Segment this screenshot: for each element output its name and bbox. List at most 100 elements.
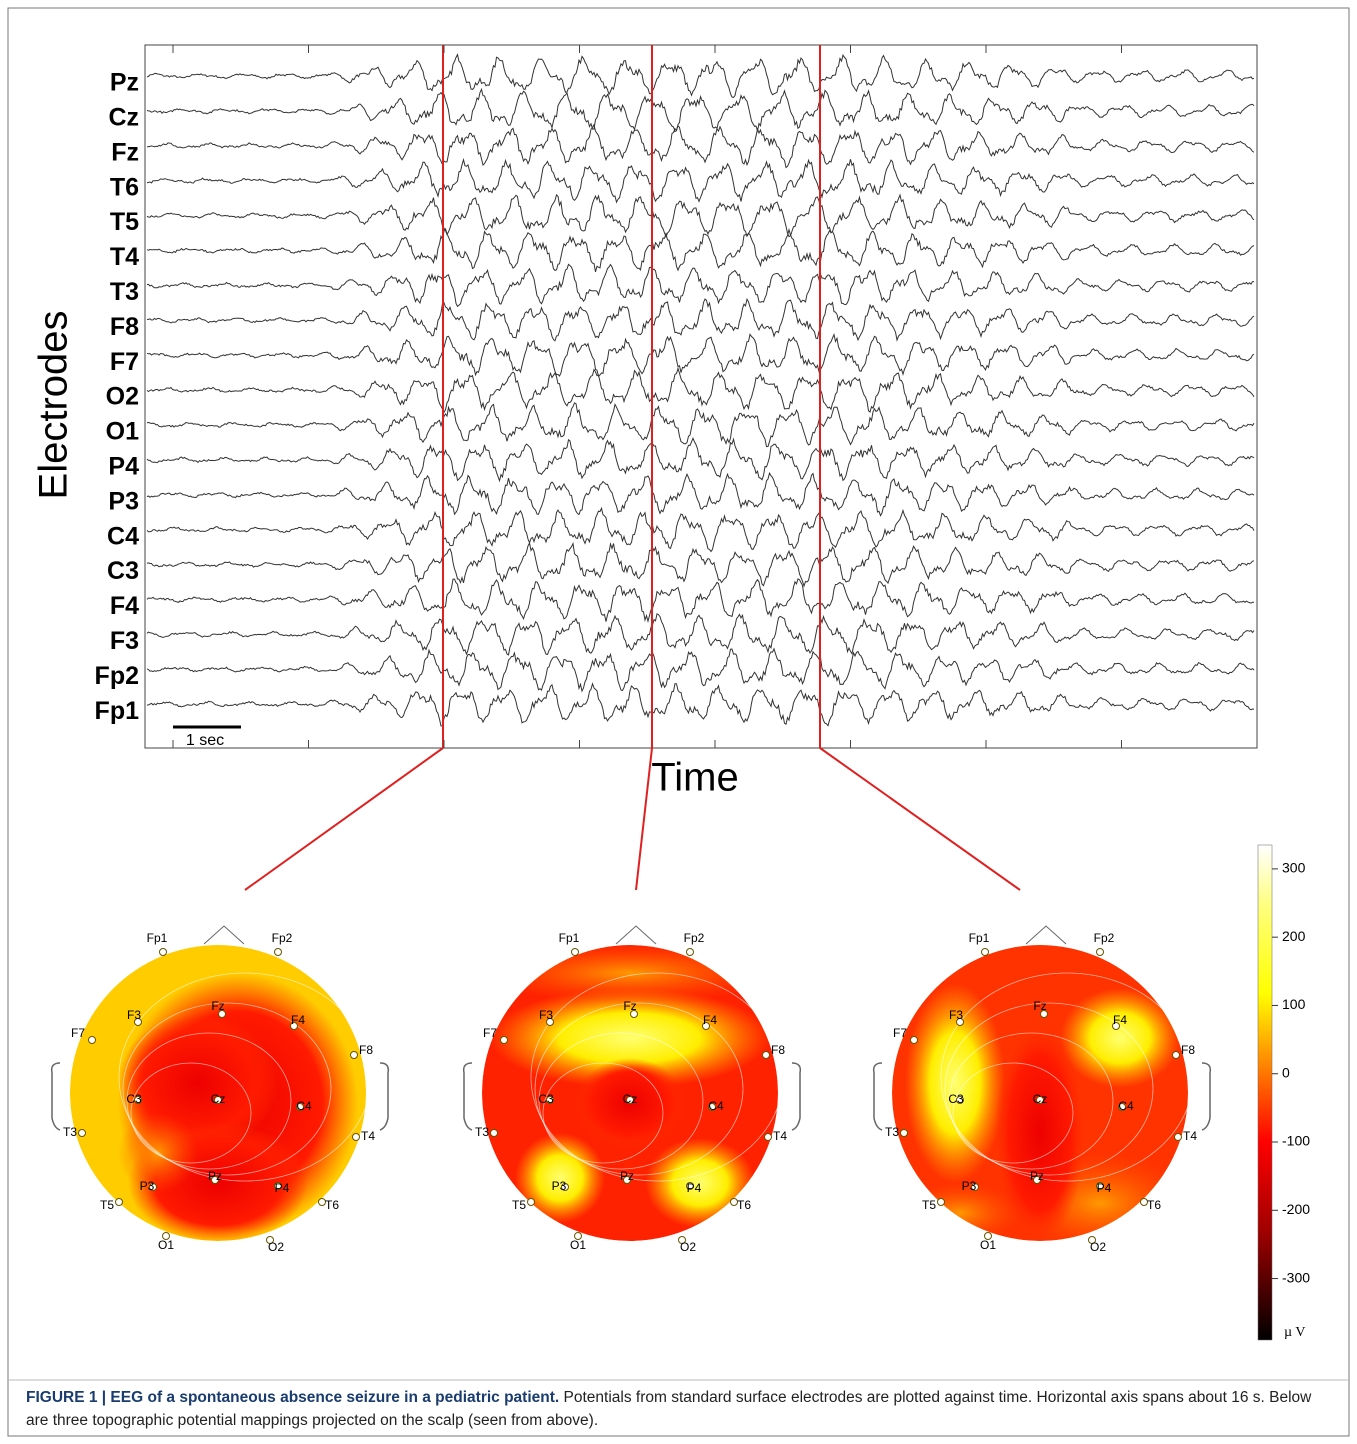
contour bbox=[122, 1002, 332, 1176]
electrode-marker bbox=[730, 1198, 738, 1206]
electrode-marker bbox=[527, 1198, 535, 1206]
electrode-marker bbox=[956, 1018, 964, 1026]
scalp-map bbox=[70, 945, 366, 1241]
electrode-marker bbox=[352, 1133, 360, 1141]
electrode-label: P3 bbox=[108, 487, 139, 515]
contour bbox=[944, 1002, 1154, 1176]
eeg-trace bbox=[146, 437, 1255, 483]
electrode-marker bbox=[296, 1103, 304, 1111]
contour bbox=[126, 1032, 292, 1170]
marker-connector bbox=[635, 747, 653, 891]
colorbar bbox=[1257, 844, 1273, 1341]
electrode-label: P4 bbox=[275, 1181, 290, 1195]
electrode-label: T4 bbox=[773, 1129, 787, 1143]
electrode-label: O2 bbox=[1090, 1240, 1106, 1254]
electrode-label: Fp2 bbox=[95, 662, 139, 690]
electrode-label: F7 bbox=[483, 1026, 497, 1040]
colorbar-tick-label: 200 bbox=[1282, 928, 1306, 944]
topomap: Fp1 Fp2 F7 F3 Fz F4 F8 C3 Cz C4 T3 T4 T5 P3 Pz P4 T6 O1 O2 bbox=[50, 925, 390, 1254]
contour bbox=[118, 972, 366, 1182]
ear bbox=[791, 1062, 802, 1131]
electrode-label: P3 bbox=[140, 1179, 155, 1193]
electrode-marker bbox=[1172, 1051, 1180, 1059]
scalp-map bbox=[892, 945, 1188, 1241]
electrode-marker bbox=[149, 1183, 157, 1191]
contour bbox=[948, 1032, 1114, 1170]
electrode-label: O2 bbox=[680, 1240, 696, 1254]
electrode-label: Fp2 bbox=[1094, 931, 1115, 945]
electrode-label: T5 bbox=[110, 208, 139, 236]
electrode-marker bbox=[561, 1183, 569, 1191]
electrode-label: C3 bbox=[107, 557, 139, 585]
electrode-marker bbox=[702, 1022, 710, 1030]
colorbar-tick-label: 300 bbox=[1282, 860, 1306, 876]
colorbar-tick-label: 100 bbox=[1282, 996, 1306, 1012]
electrode-marker bbox=[900, 1129, 908, 1137]
eeg-trace bbox=[146, 157, 1255, 204]
eeg-trace bbox=[146, 227, 1255, 273]
electrode-marker bbox=[211, 1176, 219, 1184]
ear bbox=[50, 1062, 61, 1131]
electrode-label: P4 bbox=[108, 453, 139, 481]
electrode-label: T5 bbox=[512, 1198, 526, 1212]
contour bbox=[530, 972, 778, 1182]
electrode-marker bbox=[762, 1051, 770, 1059]
electrode-marker bbox=[984, 1232, 992, 1240]
eeg-trace bbox=[146, 613, 1255, 656]
electrode-label: F8 bbox=[110, 313, 139, 341]
electrode-label: F7 bbox=[71, 1026, 85, 1040]
electrode-marker bbox=[764, 1133, 772, 1141]
caption-text: Potentials from standard surface electro… bbox=[26, 1389, 1312, 1429]
electrode-label: Cz bbox=[623, 1092, 638, 1106]
electrode-marker bbox=[626, 1096, 634, 1104]
electrode-label: P4 bbox=[1097, 1181, 1112, 1195]
electrode-label: T6 bbox=[737, 1198, 751, 1212]
electrode-label: Pz bbox=[620, 1169, 634, 1183]
electrode-label: C3 bbox=[126, 1092, 142, 1106]
topomap: Fp1 Fp2 F7 F3 Fz F4 F8 C3 Cz C4 T3 T4 T5 P3 Pz P4 T6 O1 O2 bbox=[462, 925, 802, 1254]
eeg-trace bbox=[146, 263, 1254, 308]
electrode-marker bbox=[708, 1103, 716, 1111]
eeg-trace bbox=[146, 87, 1255, 133]
potential-region bbox=[900, 1183, 1020, 1241]
electrode-label: O1 bbox=[570, 1238, 586, 1252]
colorbar-tick-label: -100 bbox=[1282, 1133, 1310, 1149]
marker-connector bbox=[819, 747, 1021, 891]
electrode-marker bbox=[134, 1018, 142, 1026]
electrode-label: Pz bbox=[1030, 1169, 1044, 1183]
electrode-label: Fz bbox=[111, 138, 139, 166]
electrode-marker bbox=[981, 948, 989, 956]
electrode-marker bbox=[678, 1236, 686, 1244]
electrode-label: F3 bbox=[127, 1008, 141, 1022]
electrode-label: F8 bbox=[359, 1043, 373, 1057]
electrode-marker bbox=[1140, 1198, 1148, 1206]
contour bbox=[130, 1062, 252, 1164]
electrode-label: Fp1 bbox=[147, 931, 168, 945]
electrode-label: P3 bbox=[962, 1179, 977, 1193]
eeg-trace bbox=[146, 123, 1255, 169]
contour bbox=[542, 1062, 664, 1164]
electrode-label: F4 bbox=[291, 1013, 305, 1027]
topomaps: Fp1 Fp2 F7 F3 Fz F4 F8 C3 Cz C4 T3 T4 T5 P3 Pz P4 T6 O1 O2… bbox=[50, 925, 1212, 1254]
electrode-label: C3 bbox=[538, 1092, 554, 1106]
electrode-marker bbox=[274, 948, 282, 956]
electrode-label: F8 bbox=[1181, 1043, 1195, 1057]
electrode-label: C4 bbox=[107, 522, 139, 550]
electrode-label: C4 bbox=[1118, 1099, 1134, 1113]
ear bbox=[872, 1062, 883, 1131]
ear bbox=[379, 1062, 390, 1131]
electrode-label: T3 bbox=[110, 278, 139, 306]
eeg-trace bbox=[146, 647, 1255, 693]
potential-region bbox=[490, 988, 770, 1088]
electrode-label: C4 bbox=[708, 1099, 724, 1113]
electrode-marker bbox=[546, 1096, 554, 1104]
electrode-label: T6 bbox=[110, 173, 139, 201]
electrode-label: Fp1 bbox=[559, 931, 580, 945]
electrode-label: T5 bbox=[922, 1198, 936, 1212]
caption-bold: FIGURE 1 | EEG of a spontaneous absence … bbox=[26, 1389, 560, 1406]
electrode-label: T6 bbox=[1147, 1198, 1161, 1212]
ear bbox=[1201, 1062, 1212, 1131]
electrode-label: T6 bbox=[325, 1198, 339, 1212]
electrode-marker bbox=[214, 1096, 222, 1104]
electrode-marker bbox=[574, 1232, 582, 1240]
